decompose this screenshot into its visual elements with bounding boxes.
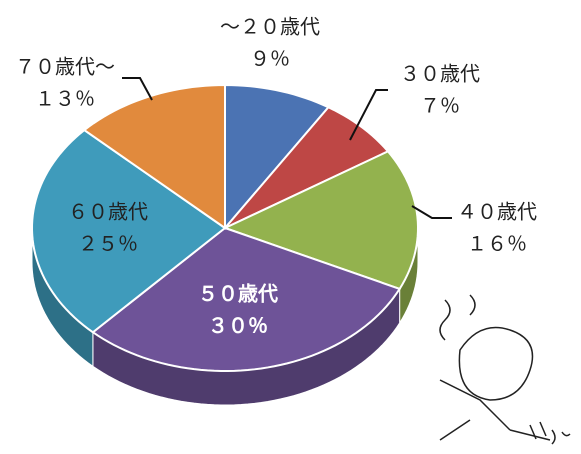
slice-label: ４０歳代 (457, 200, 537, 224)
pie-tops (31, 83, 419, 372)
slice (91, 226, 402, 372)
value-label: ３０％ (208, 314, 268, 338)
slice (222, 150, 419, 291)
leader-line (122, 77, 153, 101)
value-label: １３％ (35, 87, 95, 111)
labels: ～２０歳代 ９％ ３０歳代 ７％ ４０歳代 １６％ ５０歳代 ３０％ ６０歳代 ２５％ ７０歳代～ １… (15, 15, 537, 338)
leader-lines (122, 77, 452, 219)
slice-label: ５０歳代 (198, 282, 278, 306)
slice (224, 83, 331, 231)
slice (82, 83, 226, 230)
value-label: １６％ (467, 232, 527, 256)
slice-label: ７０歳代～ (15, 55, 115, 79)
slice-label: ６０歳代 (68, 200, 148, 224)
slice (224, 106, 390, 229)
illustration (439, 294, 571, 445)
leader-line (349, 89, 388, 141)
value-label: ７％ (420, 94, 460, 118)
value-label: ９％ (250, 47, 290, 71)
slice (31, 128, 227, 334)
slice-label: ～２０歳代 (220, 15, 320, 39)
slice-label: ３０歳代 (400, 62, 480, 86)
leader-line (411, 205, 452, 219)
value-label: ２５％ (78, 232, 138, 256)
